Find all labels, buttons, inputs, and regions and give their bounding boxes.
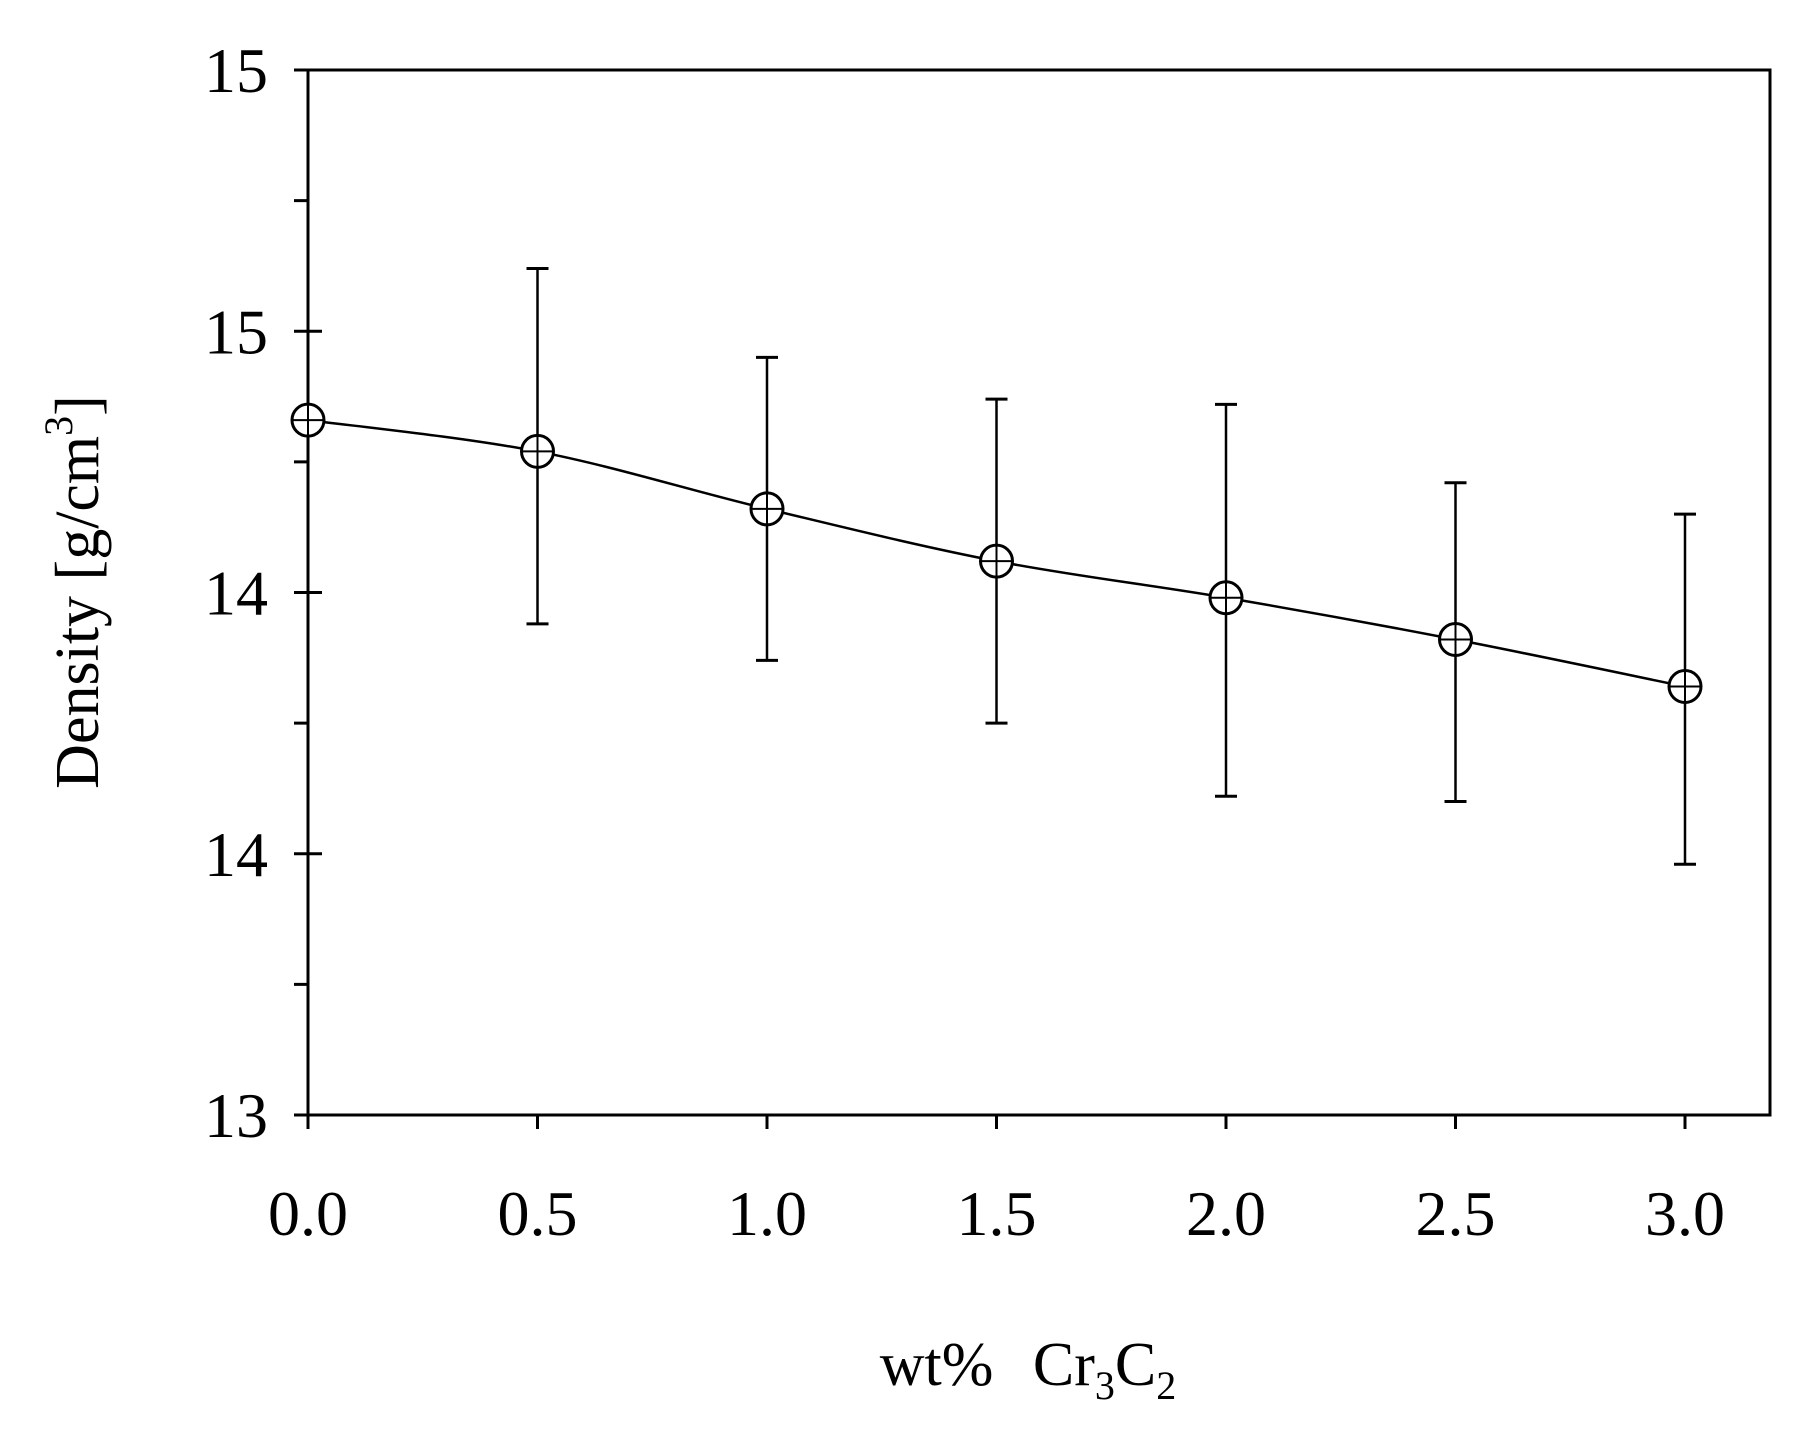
x-axis-title-formula: Cr	[1033, 1331, 1095, 1399]
data-point	[520, 433, 555, 469]
x-tick-label: 0.5	[498, 1178, 578, 1249]
x-tick-label: 2.5	[1416, 1178, 1496, 1249]
x-axis-title-prefix: wt%	[880, 1331, 994, 1399]
y-tick-label: 14	[204, 819, 268, 890]
x-tick-label: 2.0	[1186, 1178, 1266, 1249]
y-tick-label: 14	[204, 558, 268, 629]
x-axis-title-formula: C	[1115, 1331, 1156, 1399]
x-tick-label: 1.5	[957, 1178, 1037, 1249]
y-tick-label: 15	[204, 35, 268, 106]
y-tick-label: 13	[204, 1080, 268, 1151]
plot-frame	[306, 68, 1772, 1117]
y-axis-title: Density [g/cm3]	[36, 395, 112, 789]
x-tick-label: 0.0	[268, 1178, 348, 1249]
data-points	[290, 402, 1703, 705]
data-point	[1208, 580, 1244, 616]
data-point	[1438, 622, 1473, 658]
data-point	[749, 491, 785, 527]
x-tick-label: 3.0	[1645, 1178, 1725, 1249]
data-point	[1667, 669, 1703, 705]
y-tick-label: 15	[204, 296, 268, 367]
error-bars	[526, 267, 1696, 866]
data-point	[290, 402, 326, 438]
y-axis-title-sup: 3	[36, 416, 81, 436]
x-tick-label: 1.0	[727, 1178, 807, 1249]
data-point	[979, 543, 1014, 579]
x-axis-title: wt% Cr3C2	[880, 1331, 1177, 1408]
x-axis: 0.0 0.5 1.0 1.5 2.0 2.5 3.0	[268, 1115, 1725, 1249]
y-axis-title-close: ]	[44, 395, 112, 416]
y-axis-title-main: Density [g/cm	[44, 436, 112, 789]
y-axis: 13 14 14 15 15	[204, 35, 322, 1151]
x-axis-title-subscript: 2	[1156, 1363, 1176, 1408]
x-axis-title-subscript: 3	[1095, 1363, 1115, 1408]
